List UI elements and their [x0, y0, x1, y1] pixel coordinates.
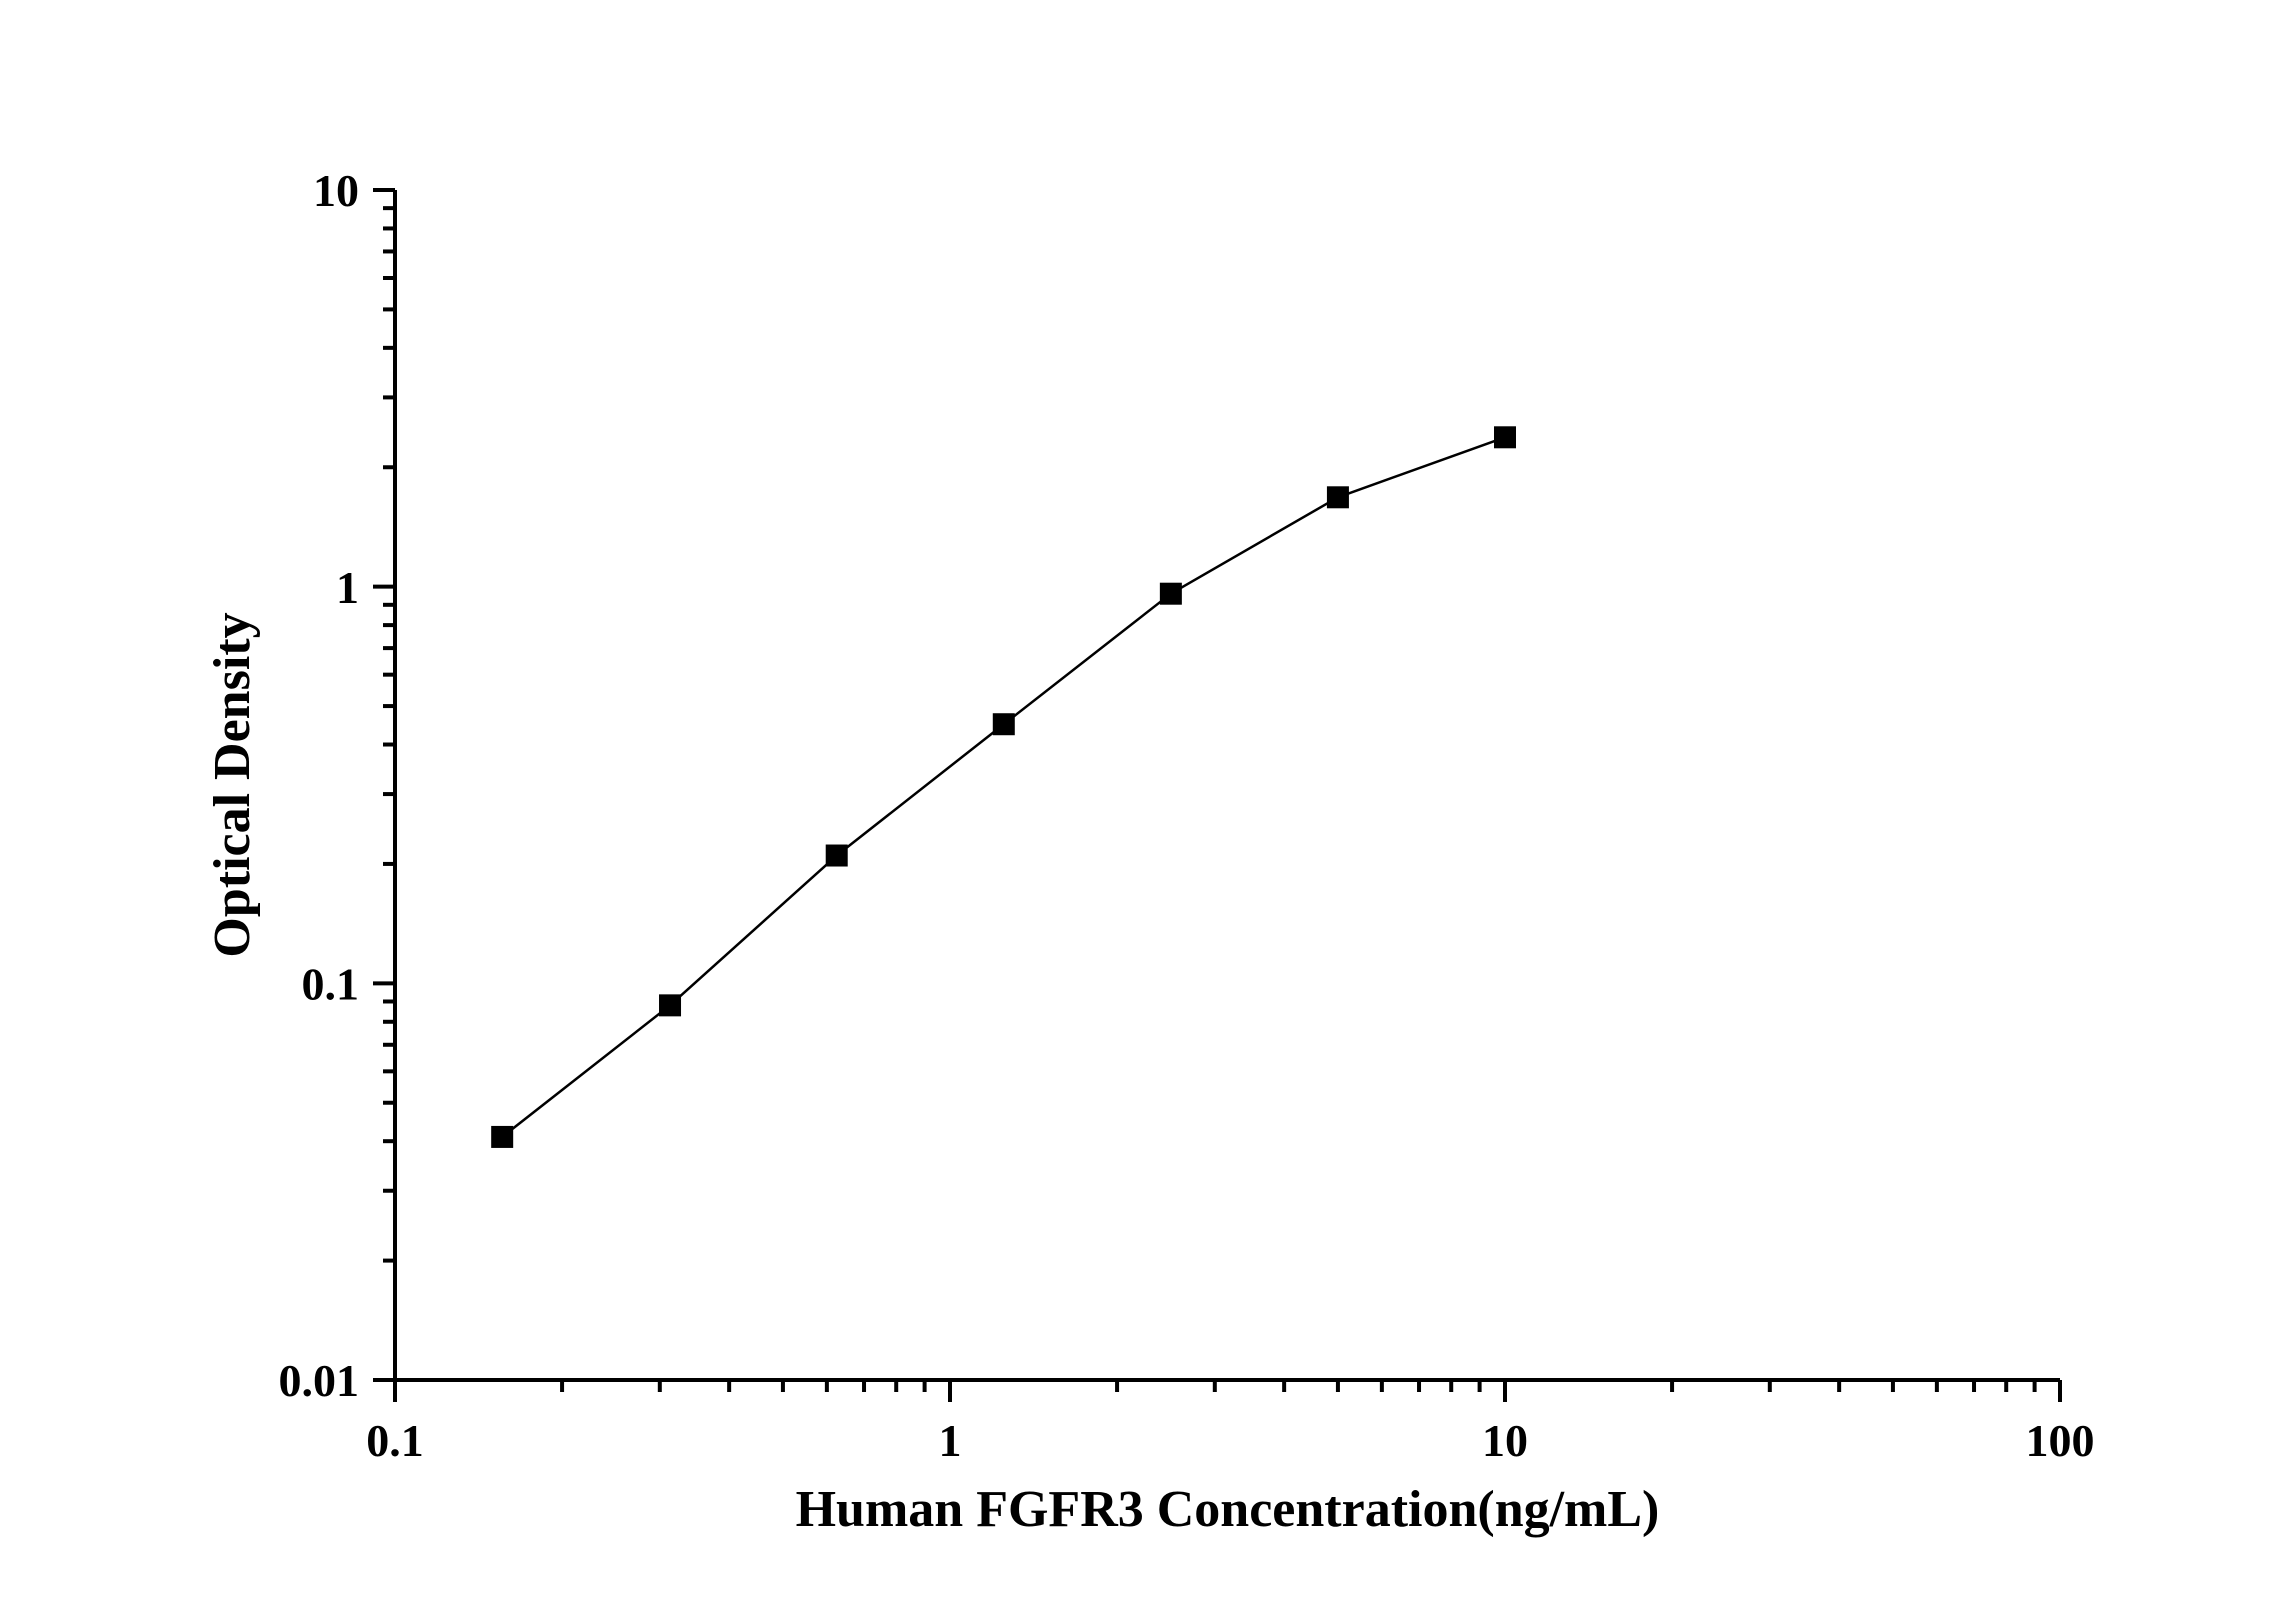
data-marker [993, 713, 1015, 735]
chart-container: 0.11101000.010.1110Human FGFR3 Concentra… [0, 0, 2296, 1604]
data-marker [659, 994, 681, 1016]
y-tick-label: 0.01 [279, 1355, 360, 1406]
data-marker [1494, 426, 1516, 448]
series-line [502, 437, 1505, 1137]
data-marker [1327, 486, 1349, 508]
y-tick-label: 10 [313, 165, 359, 216]
x-axis-title: Human FGFR3 Concentration(ng/mL) [796, 1481, 1660, 1538]
y-tick-label: 0.1 [302, 958, 360, 1009]
y-axis-title: Optical Density [204, 612, 261, 957]
y-tick-label: 1 [336, 562, 359, 613]
x-tick-label: 10 [1482, 1415, 1528, 1466]
chart-svg: 0.11101000.010.1110Human FGFR3 Concentra… [0, 0, 2296, 1604]
x-tick-label: 0.1 [366, 1415, 424, 1466]
x-tick-label: 100 [2026, 1415, 2095, 1466]
data-marker [491, 1126, 513, 1148]
data-marker [826, 845, 848, 867]
x-tick-label: 1 [939, 1415, 962, 1466]
data-marker [1160, 583, 1182, 605]
